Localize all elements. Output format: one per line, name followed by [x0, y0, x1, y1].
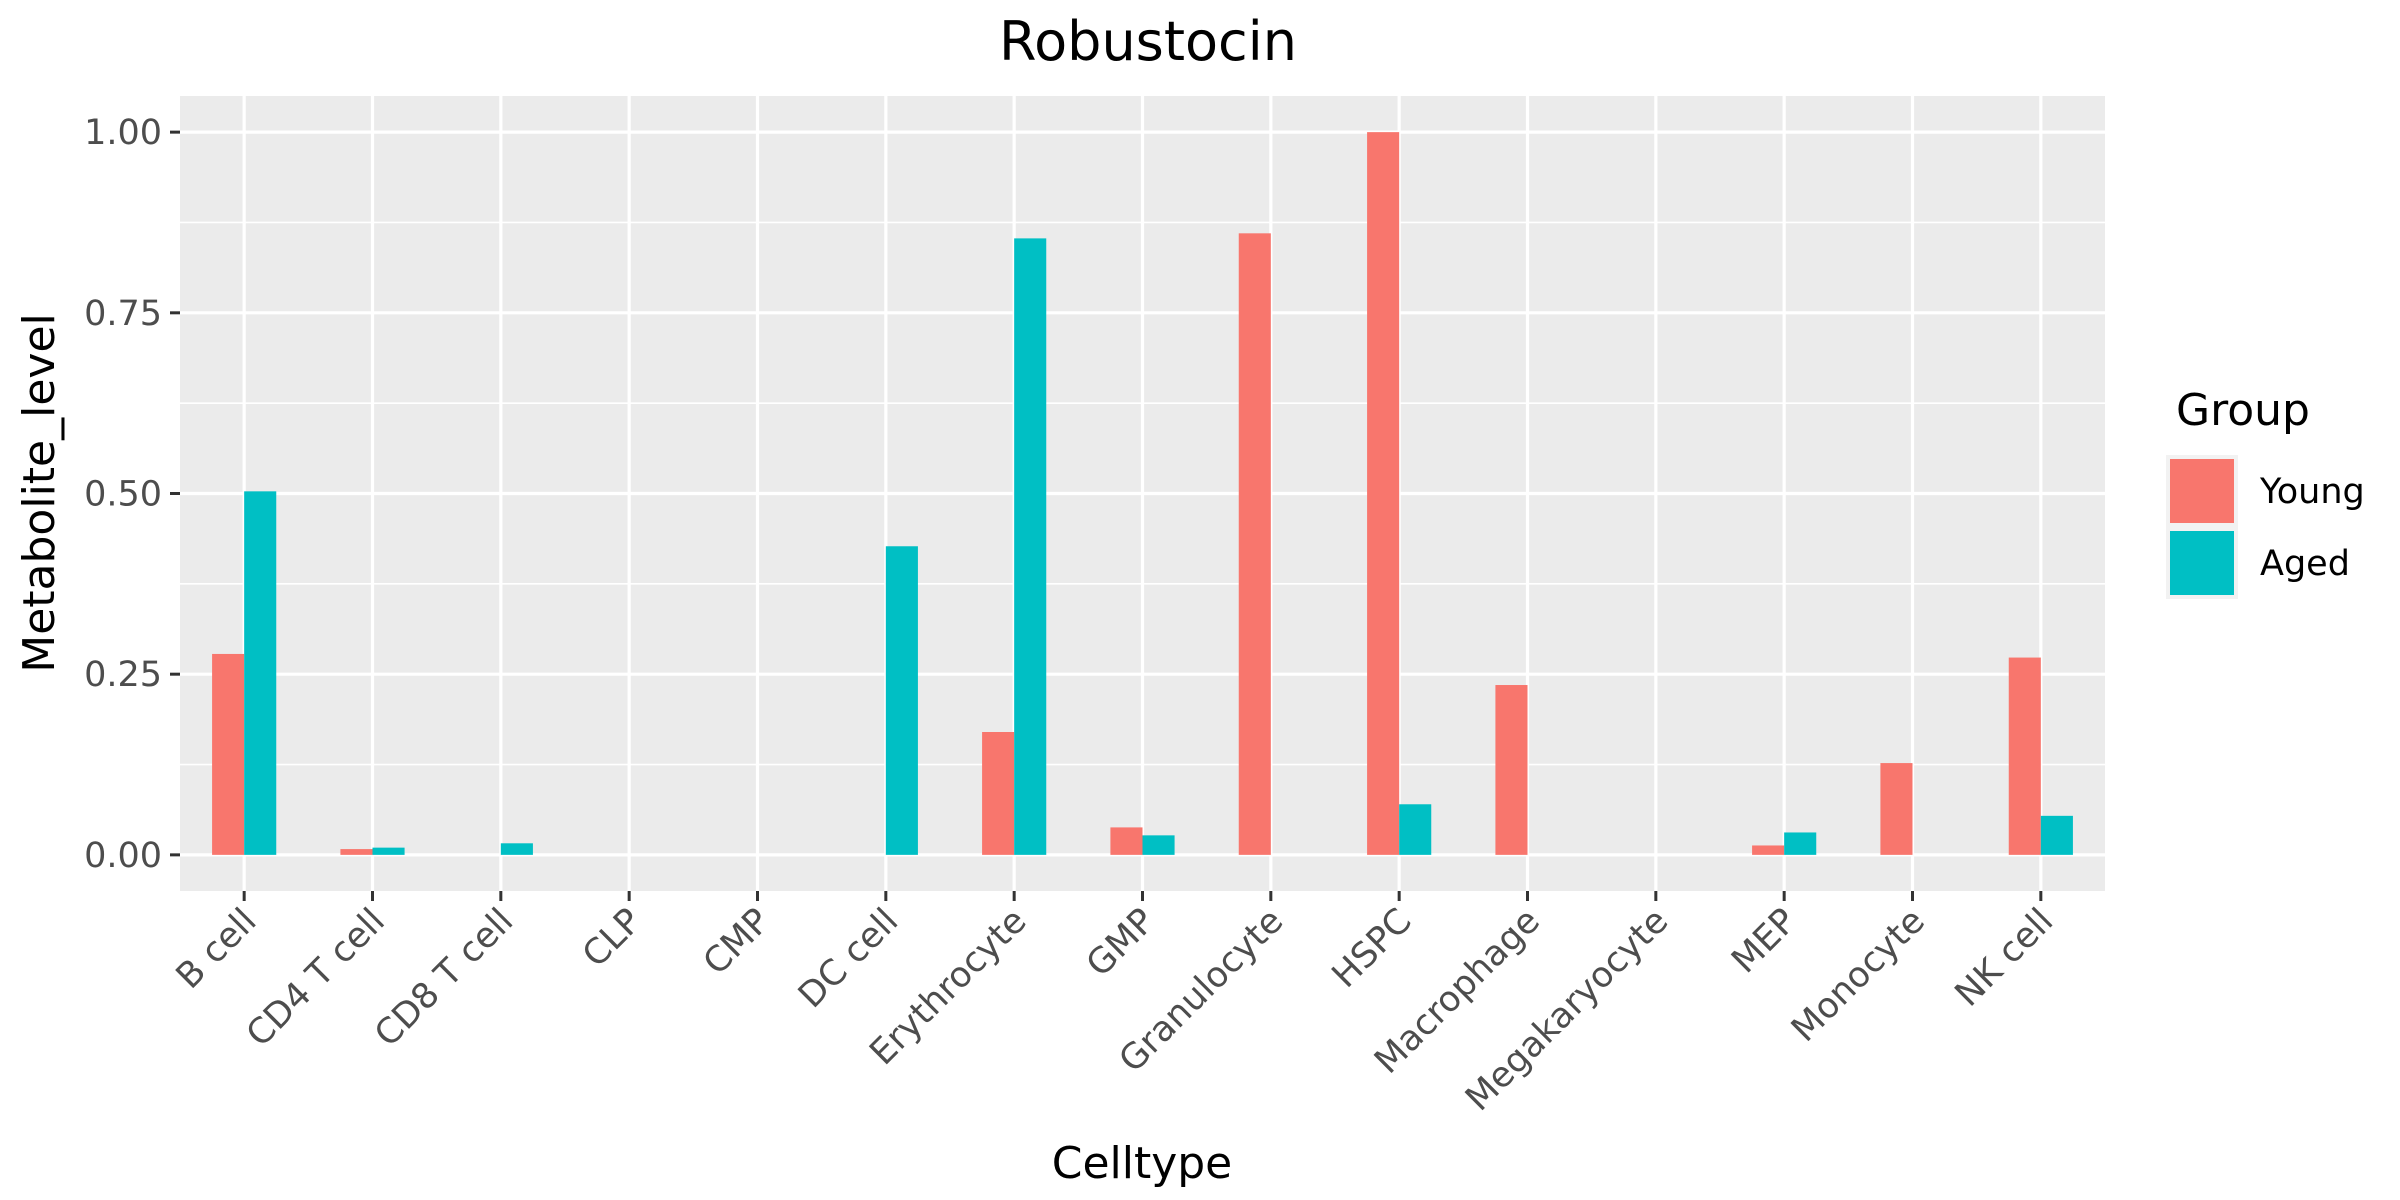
- y-tick-label: 0.75: [84, 294, 162, 334]
- legend-swatch-aged: [2170, 531, 2234, 595]
- bar-aged-nk-cell: [2040, 815, 2073, 855]
- bars: [212, 132, 2073, 855]
- legend-label-young: Young: [2259, 472, 2365, 512]
- x-tick-label: CD8 T cell: [367, 901, 521, 1055]
- bar-aged-gmp: [1142, 835, 1175, 855]
- legend-swatch-young: [2170, 459, 2234, 523]
- legend: Group Young Aged: [2166, 385, 2365, 599]
- bar-young-macrophage: [1495, 685, 1528, 855]
- chart-title: Robustocin: [999, 10, 1297, 73]
- legend-items: Young Aged: [2166, 455, 2365, 599]
- y-tick-label: 0.50: [84, 475, 162, 515]
- x-tick-label: DC cell: [791, 901, 906, 1016]
- bar-young-granulocyte: [1238, 233, 1271, 855]
- bar-young-erythrocyte: [982, 732, 1015, 855]
- bar-aged-cd8-t-cell: [500, 843, 533, 855]
- bar-young-mep: [1752, 845, 1785, 855]
- bar-aged-cd4-t-cell: [372, 847, 405, 855]
- y-tick-label: 1.00: [84, 113, 162, 153]
- legend-title: Group: [2176, 385, 2310, 436]
- x-tick-label: CMP: [696, 901, 778, 983]
- bar-aged-b-cell: [244, 491, 277, 855]
- bar-young-b-cell: [212, 653, 245, 855]
- bar-young-hspc: [1367, 132, 1400, 855]
- y-axis: 0.00 0.25 0.50 0.75 1.00: [84, 113, 180, 876]
- y-axis-title: Metabolite_level: [14, 313, 65, 673]
- x-tick-label: CD4 T cell: [239, 901, 393, 1055]
- y-tick-label: 0.25: [84, 655, 162, 695]
- bar-aged-erythrocyte: [1014, 238, 1047, 855]
- x-tick-label: MEP: [1724, 901, 1804, 981]
- x-tick-label: GMP: [1079, 901, 1163, 985]
- x-tick-label: NK cell: [1948, 901, 2061, 1014]
- bar-aged-hspc: [1399, 804, 1432, 855]
- y-tick-label: 0.00: [84, 836, 162, 876]
- bar-young-gmp: [1110, 827, 1143, 855]
- bar-young-monocyte: [1880, 763, 1913, 855]
- bar-young-nk-cell: [2008, 657, 2041, 855]
- x-tick-label: Monocyte: [1784, 901, 1933, 1050]
- bar-aged-mep: [1784, 832, 1817, 855]
- x-axis-title: Celltype: [1052, 1138, 1233, 1189]
- bar-aged-dc-cell: [885, 546, 918, 855]
- x-tick-label: B cell: [169, 901, 265, 997]
- x-tick-label: HSPC: [1325, 901, 1420, 996]
- x-tick-label: CLP: [575, 901, 649, 975]
- legend-label-aged: Aged: [2260, 544, 2350, 584]
- bar-young-cd4-t-cell: [340, 849, 373, 855]
